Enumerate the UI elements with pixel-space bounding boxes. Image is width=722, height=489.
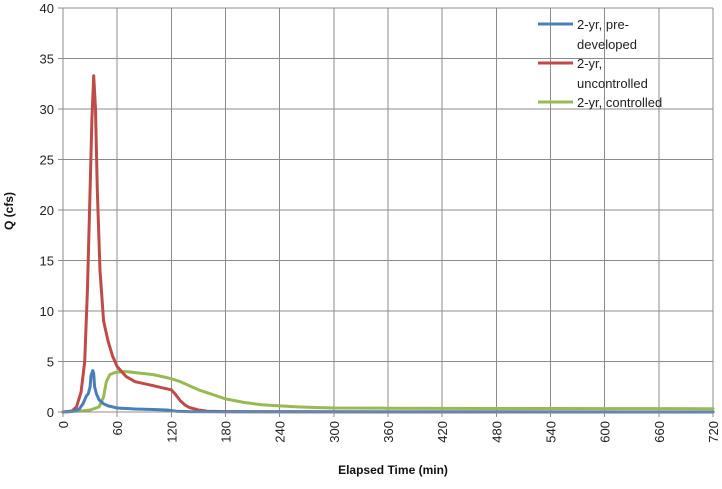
series-uncontrolled-line <box>61 74 715 414</box>
y-tick-label: 15 <box>40 254 54 269</box>
legend: 2-yr, pre- developed 2-yr, uncontrolled … <box>538 17 662 110</box>
y-tick-label: 5 <box>47 355 54 370</box>
x-tick-label: 540 <box>544 421 559 443</box>
x-tick-label: 420 <box>435 421 450 443</box>
y-tick-label: 30 <box>40 102 54 117</box>
x-axis-title: Elapsed Time (min) <box>338 463 448 477</box>
grid-lines <box>63 7 714 412</box>
y-tick-label: 20 <box>40 203 54 218</box>
x-tick-label: 720 <box>706 421 721 443</box>
series-pre-developed-line <box>61 369 715 414</box>
x-tick-label: 180 <box>219 421 234 443</box>
legend-label-uncontrolled-cont: uncontrolled <box>577 76 648 91</box>
x-tick-label: 600 <box>598 421 613 443</box>
legend-label-pre-developed: 2-yr, pre- <box>577 17 629 32</box>
series-lines <box>61 74 715 414</box>
y-tick-label: 25 <box>40 153 54 168</box>
x-tick-labels: 0 60 120 180 240 300 360 420 480 540 600 660 720 <box>56 421 721 443</box>
series-controlled-line <box>61 370 715 414</box>
x-tick-label: 60 <box>110 421 125 435</box>
x-tick-label: 300 <box>327 421 342 443</box>
x-tick-label: 240 <box>273 421 288 443</box>
x-tick-label: 120 <box>164 421 179 443</box>
x-tick-label: 360 <box>381 421 396 443</box>
axes <box>58 7 714 417</box>
y-tick-label: 0 <box>47 405 54 420</box>
legend-label-pre-developed-cont: developed <box>577 37 637 52</box>
x-tick-label: 480 <box>489 421 504 443</box>
x-tick-label: 0 <box>56 421 71 428</box>
legend-label-controlled: 2-yr, controlled <box>577 95 662 110</box>
y-tick-label: 40 <box>40 1 54 16</box>
y-tick-label: 10 <box>40 304 54 319</box>
legend-label-uncontrolled: 2-yr, <box>577 56 602 71</box>
y-axis-title: Q (cfs) <box>2 192 16 230</box>
y-tick-labels: 0 5 10 15 20 25 30 35 40 <box>40 1 54 420</box>
y-tick-label: 35 <box>40 52 54 67</box>
x-tick-label: 660 <box>652 421 667 443</box>
